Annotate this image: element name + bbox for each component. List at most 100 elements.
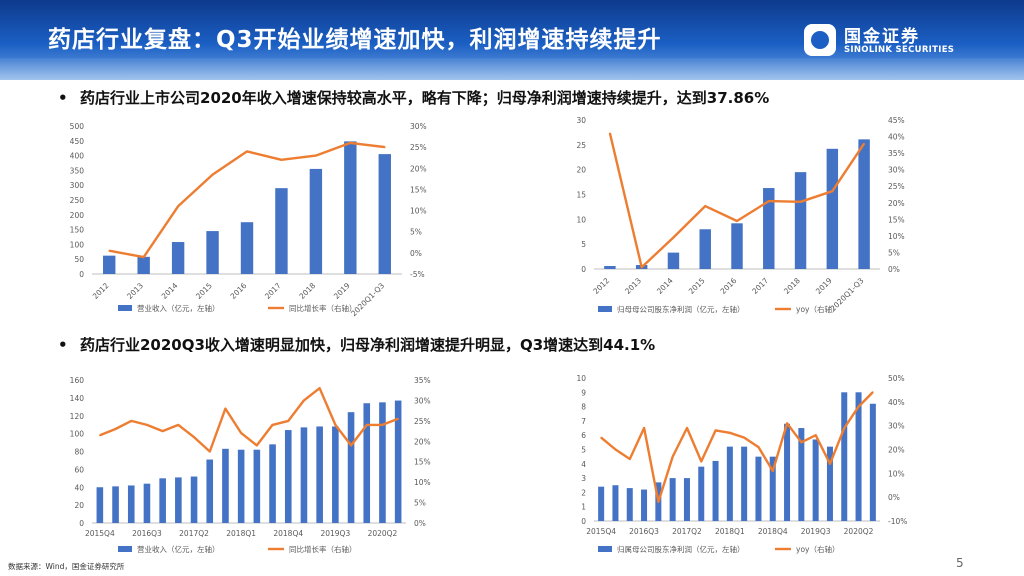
left-tick-label: 120 — [70, 412, 85, 421]
left-tick-label: 400 — [70, 152, 85, 161]
right-tick-label: 25% — [414, 417, 431, 426]
bar — [598, 486, 605, 521]
x-tick-label: 2016Q3 — [629, 527, 659, 536]
bar — [96, 487, 104, 523]
bar — [127, 485, 135, 523]
page-number: 5 — [956, 556, 964, 570]
right-tick-label: 0% — [414, 519, 426, 528]
line-point — [130, 420, 133, 422]
bar — [683, 478, 690, 521]
page-title: 药店行业复盘：Q3开始业绩增速加快，利润增速持续提升 — [48, 27, 662, 53]
line-point — [142, 256, 145, 258]
line-point — [224, 407, 227, 410]
line-point — [671, 455, 674, 458]
bar — [363, 403, 371, 523]
bar — [206, 459, 214, 523]
left-tick-label: 60 — [74, 465, 84, 474]
bullet-2-text: 药店行业2020Q3收入增速明显加快，归母净利润增速提升明显，Q3增速达到44.… — [80, 336, 656, 354]
legend-bar-swatch — [598, 306, 612, 312]
right-tick-label: 30% — [888, 422, 905, 431]
left-tick-label: 3 — [581, 474, 586, 483]
line-point — [161, 430, 164, 432]
bar — [741, 446, 748, 521]
bar — [379, 402, 386, 523]
left-tick-label: 15 — [576, 191, 586, 200]
right-tick-label: 50% — [888, 374, 905, 383]
right-tick-label: 5% — [888, 248, 900, 257]
line-point — [146, 424, 148, 426]
line-point — [315, 154, 317, 157]
x-tick-label: 2014 — [655, 276, 675, 296]
right-tick-label: -5% — [410, 270, 425, 279]
line-point — [686, 427, 688, 429]
line-point — [114, 428, 117, 430]
source-note: 数据来源：Wind，国金证券研究所 — [8, 562, 125, 571]
left-tick-label: 0 — [79, 519, 84, 528]
x-tick-label: 2017Q2 — [672, 527, 702, 536]
bar — [171, 242, 185, 274]
bar — [784, 423, 791, 521]
line-point — [771, 470, 774, 472]
bullet-1: • 药店行业上市公司2020年收入增速保持较高水平，略有下降；归母净利润增速持续提… — [58, 87, 769, 108]
line-point — [383, 146, 386, 148]
right-tick-label: 40% — [888, 398, 905, 407]
line-point — [829, 463, 831, 465]
bar — [206, 231, 219, 274]
line-point — [397, 418, 399, 420]
chart-annual-revenue: 0 50 100 150 200 250 300 350 400 450 500 -5% 0% 5% 10%… — [70, 122, 427, 318]
bar — [731, 223, 743, 269]
line-point — [814, 434, 817, 436]
x-tick-label: 2019Q3 — [320, 529, 350, 538]
bar — [284, 430, 292, 523]
line-point — [381, 424, 384, 426]
bar — [755, 456, 762, 521]
bar — [669, 478, 676, 521]
line-point — [609, 132, 611, 135]
bar — [332, 426, 339, 523]
right-tick-label: 10% — [888, 469, 905, 478]
legend-line-label: 同比增长率（右轴） — [289, 544, 357, 554]
line-point — [246, 150, 248, 153]
logo-text-en: SINOLINK SECURITIES — [844, 45, 955, 55]
x-tick-label: 2012 — [91, 281, 111, 301]
bar — [641, 489, 648, 521]
line-point — [863, 142, 865, 145]
line-point — [743, 436, 745, 439]
right-tick-label: 20% — [888, 199, 905, 208]
bar — [253, 449, 261, 523]
bar — [394, 400, 402, 523]
x-tick-label: 2016Q3 — [132, 529, 162, 538]
x-tick-label: 2018 — [782, 276, 802, 296]
left-tick-label: 8 — [581, 403, 586, 412]
legend-bar-swatch — [118, 305, 132, 311]
right-tick-label: 0% — [410, 249, 422, 258]
bar — [869, 403, 876, 521]
bar — [794, 172, 807, 269]
legend-line-label: 同比增长率（右轴） — [289, 303, 357, 313]
left-tick-label: 100 — [70, 240, 85, 249]
line-point — [208, 450, 211, 453]
bar — [841, 392, 848, 521]
bar — [190, 476, 198, 523]
line-point — [672, 236, 675, 239]
x-tick-label: 2018Q4 — [273, 529, 303, 538]
left-tick-label: 200 — [70, 211, 85, 220]
x-tick-label: 2017 — [750, 276, 770, 296]
bar — [626, 488, 633, 521]
bullet-dot-icon: • — [58, 336, 68, 354]
left-tick-label: 160 — [70, 376, 85, 385]
bar — [112, 486, 119, 523]
bar — [699, 229, 711, 269]
bar — [175, 477, 182, 523]
x-tick-label: 2017Q2 — [179, 529, 209, 538]
legend-line-label: yoy（右轴） — [796, 304, 839, 314]
chart-annual-net-profit: 0 5 10 15 20 25 30 0% 5% 10% 15% 20% 25% 30% 35% 40% 45%… — [576, 116, 905, 314]
company-logo: 国金证券 SINOLINK SECURITIES — [804, 22, 1004, 60]
line-point — [614, 448, 617, 451]
logo-text-cn: 国金证券 — [844, 27, 920, 47]
bar — [698, 466, 705, 521]
left-tick-label: 20 — [576, 166, 586, 175]
legend-bar-label: 营业收入（亿元，左轴） — [137, 303, 220, 313]
x-tick-label: 2015Q4 — [85, 529, 115, 538]
bar — [269, 444, 276, 523]
